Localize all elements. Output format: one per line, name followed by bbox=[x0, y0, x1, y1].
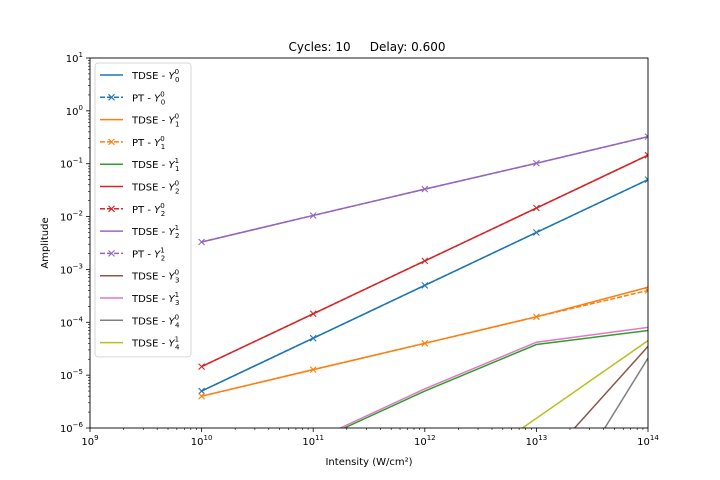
x-tick-label: 1012 bbox=[414, 434, 436, 448]
y-tick-label: 10−5 bbox=[60, 368, 83, 382]
legend-entry-label: TDSE - Y0 3 bbox=[131, 269, 180, 285]
legend-entry-label: TDSE - Y0 2 bbox=[131, 180, 180, 196]
data-point-marker bbox=[644, 133, 648, 141]
data-point-marker bbox=[644, 176, 648, 184]
x-tick-label: 1013 bbox=[526, 434, 548, 448]
data-point-marker bbox=[421, 339, 429, 347]
data-point-marker bbox=[309, 334, 317, 342]
series-line-11 bbox=[604, 357, 648, 428]
legend-entry-label: TDSE - Y0 4 bbox=[131, 313, 180, 329]
x-tick-label: 1010 bbox=[191, 434, 213, 448]
series-line-8 bbox=[201, 135, 648, 243]
y-axis: 10−6 10−5 10−4 10−3 10−2 10−1 100 101 bbox=[60, 51, 90, 435]
y-tick-label: 100 bbox=[66, 104, 83, 118]
data-point-marker bbox=[421, 185, 429, 193]
x-axis: 109 1010 1011 1012 1013 1014 bbox=[81, 428, 659, 448]
y-tick-label: 101 bbox=[66, 51, 83, 65]
legend-entry-label: PT - Y0 1 bbox=[132, 135, 165, 151]
legend-marker bbox=[108, 250, 115, 257]
legend-entry-label: TDSE - Y0 1 bbox=[131, 113, 180, 129]
legend-entry-label: TDSE - Y1 3 bbox=[131, 291, 180, 307]
legend-entry-label: PT - Y1 2 bbox=[132, 246, 165, 262]
x-tick-label: 109 bbox=[81, 434, 98, 448]
legend: TDSE - Y0 0 PT - Y0 0 TDSE - Y0 1 PT - Y0 1 TDSE… bbox=[94, 62, 192, 358]
y-tick-label: 10−3 bbox=[60, 262, 83, 276]
data-point-marker bbox=[421, 257, 429, 265]
series-line-9 bbox=[574, 345, 648, 428]
series-line-12 bbox=[522, 340, 648, 428]
data-point-marker bbox=[309, 366, 317, 374]
legend-marker bbox=[108, 138, 115, 146]
legend-entry-label: TDSE - Y1 4 bbox=[131, 336, 180, 352]
series-layer bbox=[198, 133, 648, 428]
y-tick-label: 10−6 bbox=[60, 421, 84, 435]
x-axis-label: Intensity (W/cm²) bbox=[325, 457, 412, 468]
data-point-marker bbox=[198, 392, 205, 400]
legend-entry-label: TDSE - Y0 0 bbox=[131, 68, 180, 84]
series-line-3 bbox=[201, 289, 648, 397]
data-point-marker bbox=[533, 229, 540, 236]
y-tick-label: 10−1 bbox=[60, 157, 83, 171]
chart-title: Cycles: 10 Delay: 0.600 bbox=[289, 40, 446, 54]
legend-marker bbox=[108, 205, 115, 213]
legend-entry-label: PT - Y0 0 bbox=[132, 90, 165, 106]
y-axis-label: Amplitude bbox=[40, 217, 51, 268]
y-tick-label: 10−4 bbox=[60, 315, 84, 329]
legend-entry-label: PT - Y0 2 bbox=[132, 202, 165, 218]
legend-marker bbox=[108, 93, 115, 101]
x-tick-label: 1011 bbox=[302, 434, 324, 448]
data-point-marker bbox=[533, 159, 540, 167]
data-point-marker bbox=[309, 310, 317, 318]
data-point-marker bbox=[309, 212, 317, 219]
plot-frame bbox=[89, 57, 649, 429]
legend-entry-label: TDSE - Y1 2 bbox=[131, 224, 180, 240]
legend-box bbox=[94, 62, 192, 358]
data-point-marker bbox=[198, 238, 205, 246]
series-line-4 bbox=[343, 329, 648, 428]
series-line-10 bbox=[340, 326, 648, 428]
y-tick-label: 10−2 bbox=[60, 210, 83, 224]
x-tick-label: 1014 bbox=[637, 434, 659, 448]
data-point-marker bbox=[421, 281, 429, 289]
data-point-marker bbox=[644, 151, 648, 159]
data-point-marker bbox=[533, 204, 540, 212]
data-point-marker bbox=[644, 287, 648, 294]
data-point-marker bbox=[198, 363, 205, 371]
data-point-marker bbox=[198, 387, 205, 395]
data-point-marker bbox=[533, 313, 540, 321]
legend-entry-label: TDSE - Y1 1 bbox=[131, 157, 180, 173]
